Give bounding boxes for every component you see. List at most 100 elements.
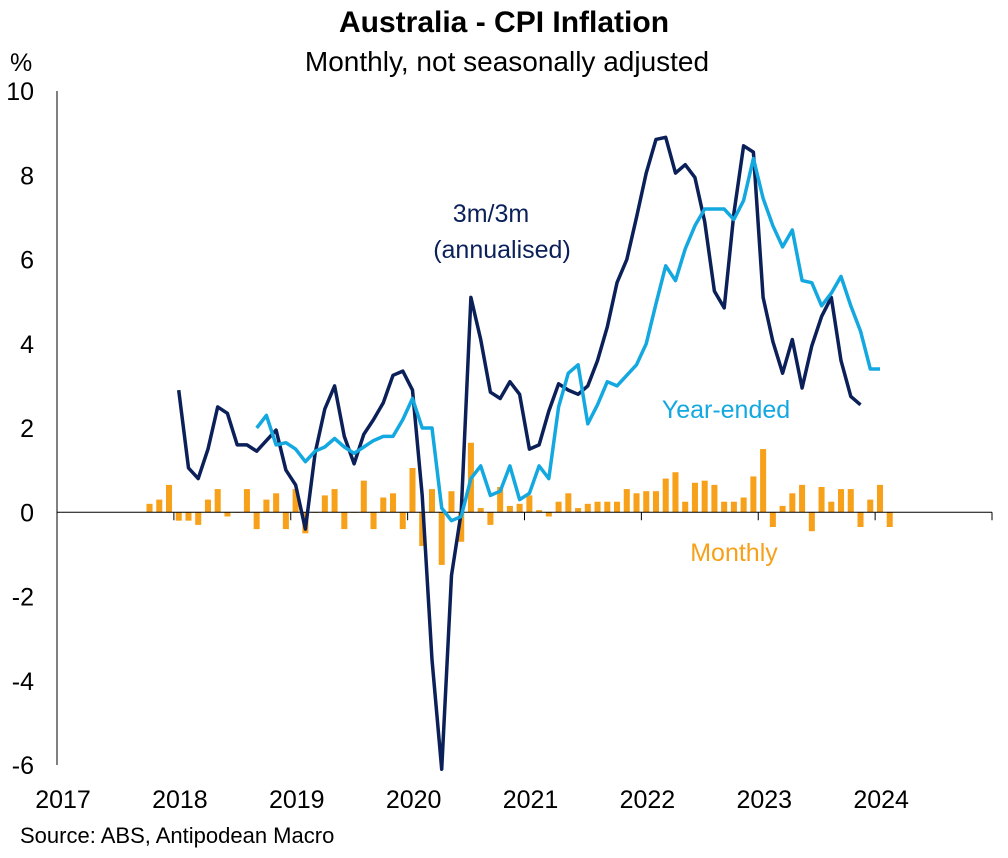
x-tick-label: 2020	[386, 786, 442, 814]
monthly-bar	[146, 503, 153, 513]
monthly-bar	[282, 512, 289, 530]
y-tick-label: 8	[20, 162, 34, 190]
monthly-bar	[682, 501, 689, 513]
monthly-bar	[224, 512, 231, 517]
monthly-bar	[526, 495, 533, 513]
monthly-bar	[652, 491, 660, 513]
monthly-bar	[584, 503, 591, 513]
monthly-bars-group	[146, 442, 893, 565]
monthly-bar	[487, 512, 494, 525]
monthly-bar	[409, 468, 416, 513]
y-tick-label: 0	[20, 499, 34, 527]
x-tick-label: 2022	[620, 786, 676, 814]
source-note: Source: ABS, Antipodean Macro	[20, 823, 334, 848]
x-tick-label: 2019	[269, 786, 325, 814]
y-tick-label: 10	[6, 78, 34, 106]
monthly-bar	[838, 489, 845, 513]
y-tick-label: 2	[20, 415, 34, 443]
monthly-bar	[360, 480, 367, 513]
monthly-bar	[799, 484, 806, 513]
x-tick-labels: 2017 2018 2019 2020 2021 2022 2023 2024	[35, 786, 909, 814]
monthly-bar	[672, 472, 679, 513]
monthly-bar	[214, 489, 221, 513]
monthly-bar	[243, 489, 250, 513]
lines-group	[176, 135, 880, 771]
y-tick-label: -2	[12, 584, 34, 612]
monthly-bar	[273, 493, 280, 513]
monthly-bar	[156, 499, 163, 513]
monthly-bar	[857, 512, 864, 527]
y-tick-label: 6	[20, 247, 34, 275]
monthly-bar	[662, 478, 669, 513]
year-ended-line	[255, 156, 880, 523]
monthly-bar	[175, 512, 182, 521]
monthly-bar	[399, 512, 406, 530]
monthly-bar	[730, 501, 737, 513]
monthly-bar	[370, 512, 377, 530]
monthly-bar	[204, 499, 211, 513]
monthly-bar	[253, 512, 260, 530]
monthly-bar	[604, 501, 611, 513]
y-axis-unit-label: %	[10, 49, 32, 77]
monthly-bar	[721, 501, 728, 513]
monthly-bar	[321, 495, 328, 513]
monthly-bar	[380, 497, 387, 513]
monthly-bar	[165, 484, 173, 513]
monthly-bar	[760, 449, 767, 513]
x-tick-label: 2021	[503, 786, 559, 814]
x-tick-label: 2024	[853, 786, 909, 814]
monthly-bar	[555, 501, 562, 513]
monthly-bar	[808, 512, 815, 532]
monthly-bar	[448, 491, 455, 513]
y-tick-label: 4	[20, 331, 34, 359]
monthly-bar	[711, 484, 718, 513]
monthly-bar	[575, 508, 582, 513]
monthly-bar	[536, 510, 543, 513]
monthly-bar	[740, 497, 747, 513]
chart-subtitle: Monthly, not seasonally adjusted	[305, 46, 709, 77]
monthly-bar	[428, 489, 435, 513]
monthly-bar	[185, 512, 192, 521]
monthly-bar	[263, 499, 270, 513]
monthly-bar	[876, 484, 884, 513]
monthly-bar	[565, 493, 572, 513]
monthly-bar	[769, 512, 776, 527]
monthly-bar	[701, 480, 708, 513]
monthly-bar	[750, 476, 757, 513]
monthly-bar	[477, 508, 484, 513]
y-tick-label: -4	[12, 668, 34, 696]
monthly-bar	[458, 512, 465, 542]
monthly-bar	[847, 489, 854, 513]
monthly-bar	[594, 501, 601, 513]
chart-title: Australia - CPI Inflation	[339, 6, 669, 39]
annotation-three-month-line2: (annualised)	[433, 236, 571, 264]
annotation-year-ended: Year-ended	[662, 396, 790, 424]
monthly-bar	[497, 486, 504, 513]
monthly-bar	[516, 503, 523, 513]
three-month-annualised-line	[176, 135, 862, 771]
monthly-bar	[545, 512, 552, 517]
monthly-bar	[867, 499, 874, 513]
monthly-bar	[341, 512, 348, 530]
monthly-bar	[438, 512, 445, 565]
monthly-bar	[389, 493, 397, 513]
annotation-three-month-line1: 3m/3m	[453, 200, 529, 228]
axes-group	[56, 91, 993, 765]
monthly-bar	[331, 489, 338, 513]
annotation-monthly: Monthly	[690, 539, 778, 567]
monthly-bar	[506, 505, 513, 513]
y-tick-labels: 10 8 6 4 2 0 -2 -4 -6	[6, 78, 34, 780]
x-tick-label: 2017	[35, 786, 91, 814]
monthly-bar	[818, 486, 825, 513]
monthly-bar	[886, 512, 893, 527]
monthly-bar	[789, 493, 796, 513]
monthly-bar	[419, 512, 426, 546]
monthly-bar	[779, 505, 786, 513]
x-tick-label: 2018	[152, 786, 208, 814]
monthly-bar	[614, 501, 621, 513]
y-tick-label: -6	[12, 752, 34, 780]
monthly-bar	[828, 501, 835, 513]
monthly-bar	[195, 512, 202, 525]
monthly-bar	[691, 482, 698, 513]
